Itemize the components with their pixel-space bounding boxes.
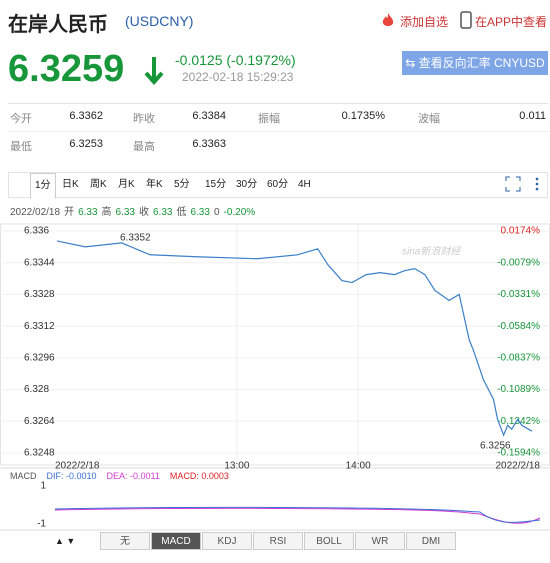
y2-tick-label: -0.1089% (497, 384, 540, 395)
info-label: 高 (101, 207, 112, 218)
stat-label: 最高 (133, 141, 155, 153)
x-tick-label: 2022/2/18 (55, 461, 100, 472)
add-watch[interactable]: 添加自选 (400, 15, 449, 29)
stat-label: 振幅 (258, 113, 280, 125)
price: 6.3259 (8, 48, 125, 90)
macd-nav[interactable]: ▲ ▼ (55, 536, 76, 546)
macd-legend-item: DEA: -0.0011 (106, 471, 160, 481)
tab-bar (8, 172, 548, 198)
stat-value: 6.3253 (69, 138, 103, 150)
y2-tick-label: 0.0174% (501, 226, 541, 237)
y2-tick-label: -0.1594% (497, 448, 540, 459)
y-tick-label: 6.3312 (24, 321, 55, 332)
macd-legend-item: MACD (10, 471, 37, 481)
y2-tick-label: -0.0837% (497, 353, 540, 364)
view-app[interactable]: 在APP中查看 (475, 15, 548, 29)
tab[interactable]: 4H (298, 179, 311, 190)
y-tick-label: 6.336 (24, 226, 49, 237)
y-tick-label: 6.328 (24, 384, 49, 395)
info-label: 收 (139, 207, 149, 218)
info-label: 低 (176, 207, 187, 218)
info-value: 6.33 (78, 207, 98, 218)
tab[interactable]: 周K (90, 179, 107, 190)
tab[interactable]: 1分 (30, 173, 56, 199)
info-value: 6.33 (153, 207, 173, 218)
reverse-button[interactable]: ⇆ 查看反向汇率 CNYUSD (402, 51, 548, 75)
down-arrow (144, 57, 164, 85)
stat-value: 6.3363 (192, 138, 226, 150)
tool-icons (505, 176, 539, 192)
y-tick-label: 6.3344 (24, 257, 55, 268)
title: 在岸人民币 (8, 14, 108, 36)
macd-dea (54, 507, 541, 524)
info-date: 2022/02/18 (10, 207, 61, 218)
macd-legend: MACD DIF: -0.0010 DEA: -0.0011 MACD: 0.0003 (10, 471, 239, 481)
tab[interactable]: 日K (62, 179, 79, 190)
watermark: sina新浪财经 (402, 246, 461, 258)
y-tick-label: 6.3248 (24, 448, 55, 459)
tab[interactable]: 60分 (267, 179, 289, 190)
y-tick-label: 6.3296 (24, 352, 55, 363)
divider (8, 103, 548, 104)
macd-legend-item: DIF: -0.0010 (46, 471, 97, 481)
macd-tab[interactable]: KDJ (202, 532, 252, 550)
phone-icon (460, 11, 472, 29)
divider (8, 131, 548, 132)
min-annotation: 6.3256 (480, 441, 511, 452)
info-line: 2022/02/18 开 6.33 高 6.33 收 6.33 低 6.33 0 -0.20% (10, 203, 259, 218)
macd-tick-label: -1 (37, 519, 46, 530)
info-value: 6.33 (115, 207, 135, 218)
y-tick-label: 6.3328 (24, 289, 55, 300)
stat-label: 最低 (10, 141, 32, 153)
tab[interactable]: 30分 (236, 179, 258, 190)
macd-tab[interactable]: DMI (406, 532, 456, 550)
y2-tick-label: -0.0331% (497, 289, 540, 300)
info-label: 开 (64, 207, 75, 218)
y2-tick-label: -0.0079% (497, 257, 540, 268)
info-change: -0.20% (223, 207, 256, 218)
stat-value: 0.1735% (341, 110, 385, 122)
macd-tick-label: 1 (40, 481, 46, 492)
y2-tick-label: -0.0584% (497, 321, 540, 332)
plot-frame (0, 223, 550, 466)
macd-tab[interactable]: RSI (253, 532, 303, 550)
code: (USDCNY) (125, 13, 194, 29)
time: 2022-02-18 15:29:23 (182, 70, 294, 84)
stat-value: 0.011 (519, 110, 546, 122)
max-annotation: 6.3352 (120, 233, 151, 244)
y-tick-label: 6.3264 (24, 416, 55, 427)
info-value: 6.33 (190, 207, 210, 218)
macd-dif (54, 506, 541, 523)
stat-value: 6.3362 (69, 110, 103, 122)
stat-label: 波幅 (418, 113, 440, 125)
tab[interactable]: 5分 (174, 179, 190, 190)
tab[interactable]: 年K (146, 179, 163, 190)
price-line (56, 240, 533, 437)
stat-label: 今开 (10, 113, 32, 125)
macd-tab[interactable]: MACD (151, 532, 201, 550)
fire-icon (382, 13, 394, 26)
x-tick-label: 14:00 (346, 461, 371, 472)
macd-legend-item: MACD: 0.0003 (169, 471, 229, 481)
stat-value: 6.3384 (192, 110, 226, 122)
macd-tab[interactable]: 无 (100, 532, 150, 550)
change: -0.0125 (-0.1972%) (175, 52, 296, 68)
stat-label: 昨收 (133, 113, 155, 125)
macd-tab[interactable]: BOLL (304, 532, 354, 550)
tab[interactable]: 15分 (205, 179, 227, 190)
chart: sina新浪财经 6.3352 6.3256 6.336 6.3344 6.3328… (0, 223, 550, 531)
info-volume: 0 (213, 207, 220, 218)
x-tick-label: 13:00 (224, 461, 249, 472)
x-tick-label: 2022/2/18 (496, 461, 541, 472)
macd-tab[interactable]: WR (355, 532, 405, 550)
tab[interactable]: 月K (118, 179, 135, 190)
